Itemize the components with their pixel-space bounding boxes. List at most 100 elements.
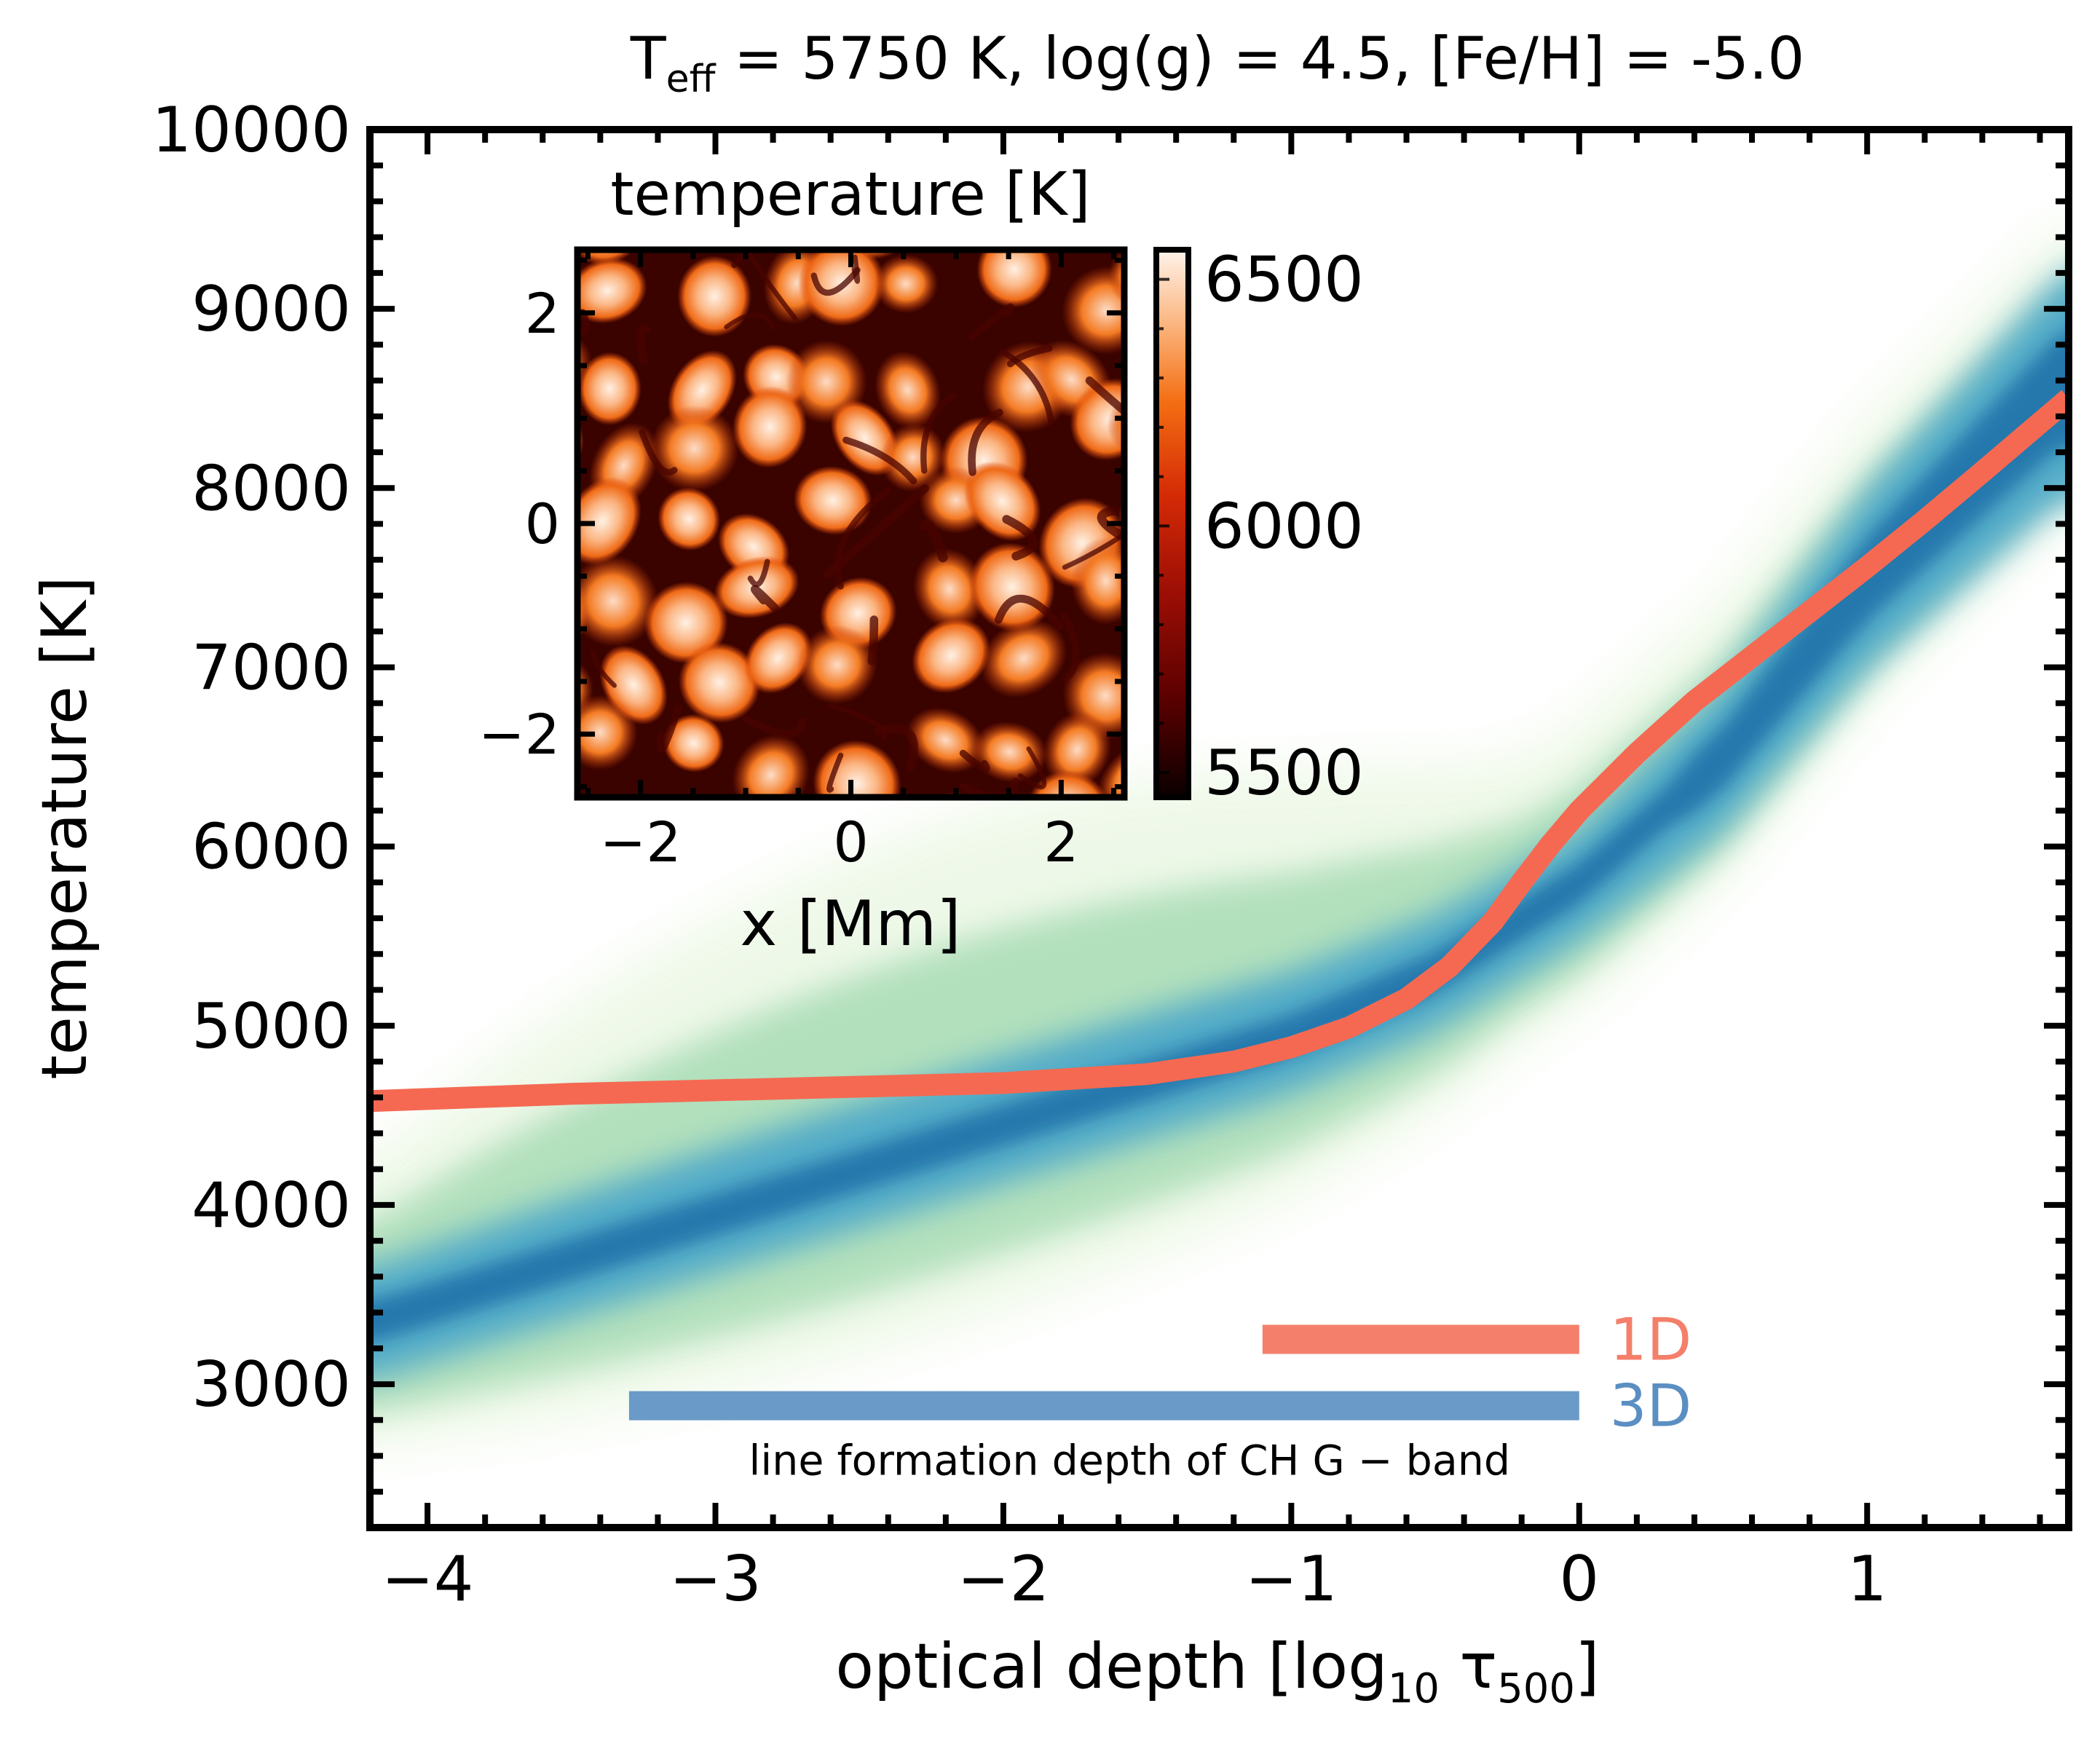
x-tick-label: 0 xyxy=(1559,1543,1599,1616)
legend-label-3d: 3D xyxy=(1610,1372,1692,1440)
x-tick-label: −1 xyxy=(1245,1543,1338,1616)
band-label: line formation depth of CH G − band xyxy=(749,1437,1511,1485)
inset-ticks: −2 0 2 −2 0 2 xyxy=(478,250,1124,874)
y-tick-label: 3000 xyxy=(192,1348,351,1421)
inset-x-tick-label: −2 xyxy=(600,810,682,874)
granule xyxy=(489,829,577,888)
intergranular-lane xyxy=(867,615,879,665)
intergranular-lane xyxy=(1017,746,1047,790)
colorbar xyxy=(1153,247,1191,800)
intergranular-lane xyxy=(998,348,1054,424)
granule xyxy=(797,625,877,705)
intergranular-lane xyxy=(724,312,775,331)
density-cloud xyxy=(370,226,2069,1447)
y-tick-label: 8000 xyxy=(192,452,351,525)
intergranular-lane xyxy=(591,649,617,688)
y-tick-label: 6000 xyxy=(192,811,351,884)
inset-x-axis-label: x [Mm] xyxy=(740,888,960,960)
granule xyxy=(968,542,1055,632)
granule xyxy=(980,618,1067,698)
granule xyxy=(793,465,872,535)
colorbar-ticks: 5500 6000 6500 xyxy=(1156,244,1364,810)
granule xyxy=(963,461,1041,542)
colorbar-tick-label: 6000 xyxy=(1204,490,1364,563)
y-tick-label: 10000 xyxy=(151,94,351,167)
x-tick-label: 1 xyxy=(1847,1543,1887,1616)
y-tick-label: 9000 xyxy=(192,273,351,346)
intergranular-lane xyxy=(1097,506,1124,540)
x-tick-label: −2 xyxy=(958,1543,1050,1616)
intergranular-lane xyxy=(874,724,918,772)
granule xyxy=(732,386,808,468)
granule xyxy=(577,555,659,647)
intergranular-lane xyxy=(920,519,948,563)
inset-title: temperature [K] xyxy=(610,160,1090,229)
granule xyxy=(880,423,946,492)
intergranular-lane xyxy=(731,250,751,269)
lanes xyxy=(577,250,1124,797)
y-tick-label: 7000 xyxy=(192,631,351,704)
intergranular-lane xyxy=(639,429,678,475)
granule xyxy=(971,721,1048,783)
inset-map: temperature [K] −2 0 2 −2 0 2 x [Mm] 5500 6000… xyxy=(465,138,1364,960)
intergranular-lane xyxy=(959,778,1020,797)
intergranular-lane xyxy=(828,703,888,740)
granule xyxy=(913,548,986,631)
inset-y-tick-label: −2 xyxy=(478,702,560,767)
granule xyxy=(577,352,642,425)
granule xyxy=(658,487,721,551)
inset-y-tick-label: 0 xyxy=(525,491,560,556)
granule xyxy=(644,582,728,664)
intergranular-lane xyxy=(741,714,807,738)
intergranular-lane xyxy=(823,483,930,579)
granule xyxy=(1043,711,1112,789)
intergranular-lane xyxy=(920,392,957,474)
intergranular-lane xyxy=(1006,344,1053,368)
y-tick-label: 4000 xyxy=(192,1169,351,1242)
inset-y-tick-label: 2 xyxy=(525,281,560,346)
granulation-map xyxy=(465,138,1233,888)
granules xyxy=(465,138,1233,888)
intergranular-lane xyxy=(826,752,844,793)
inset-x-tick-label: 2 xyxy=(1043,810,1078,874)
intergranular-lane xyxy=(751,585,779,612)
colorbar-tick-label: 5500 xyxy=(1204,737,1364,810)
granule xyxy=(1027,770,1110,797)
series-line-1d xyxy=(370,390,2069,1113)
granule xyxy=(1139,138,1233,234)
intergranular-lane xyxy=(994,594,1064,630)
granule xyxy=(743,622,813,694)
granule xyxy=(1062,266,1124,355)
y-axis-label: temperature [K] xyxy=(28,576,101,1079)
intergranular-lane xyxy=(834,487,891,590)
intergranular-lane xyxy=(810,266,861,296)
formation-depth-bars: 1D 3D line formation depth of CH G − ban… xyxy=(628,1306,1692,1485)
granule xyxy=(912,617,991,694)
intergranular-lane xyxy=(851,254,861,284)
colorbar-tick-label: 6500 xyxy=(1204,244,1364,317)
intergranular-lane xyxy=(636,323,652,366)
granule xyxy=(875,350,941,430)
intergranular-lane xyxy=(656,705,682,754)
inset-x-tick-label: 0 xyxy=(833,810,868,874)
granule xyxy=(813,740,901,797)
intergranular-lane xyxy=(968,408,1003,476)
granule xyxy=(465,186,558,280)
intergranular-lane xyxy=(1085,376,1124,416)
chart-title: Teff = 5750 K, log(g) = 4.5, [Fe/H] = -5… xyxy=(630,25,1804,101)
intergranular-lane xyxy=(1002,515,1038,561)
granule xyxy=(577,694,638,770)
plot-frame xyxy=(366,126,2072,1531)
intergranular-lane xyxy=(1060,612,1080,683)
legend-label-1d: 1D xyxy=(1610,1306,1692,1374)
granule xyxy=(577,477,642,566)
granule xyxy=(577,257,647,324)
intergranular-lane xyxy=(968,303,1014,341)
intergranular-lane xyxy=(577,309,591,336)
granule xyxy=(663,714,725,773)
intergranular-lane xyxy=(842,436,917,485)
intergranular-lane xyxy=(959,749,990,773)
intergranular-lane xyxy=(747,558,770,588)
y-tick-label: 5000 xyxy=(192,990,351,1063)
